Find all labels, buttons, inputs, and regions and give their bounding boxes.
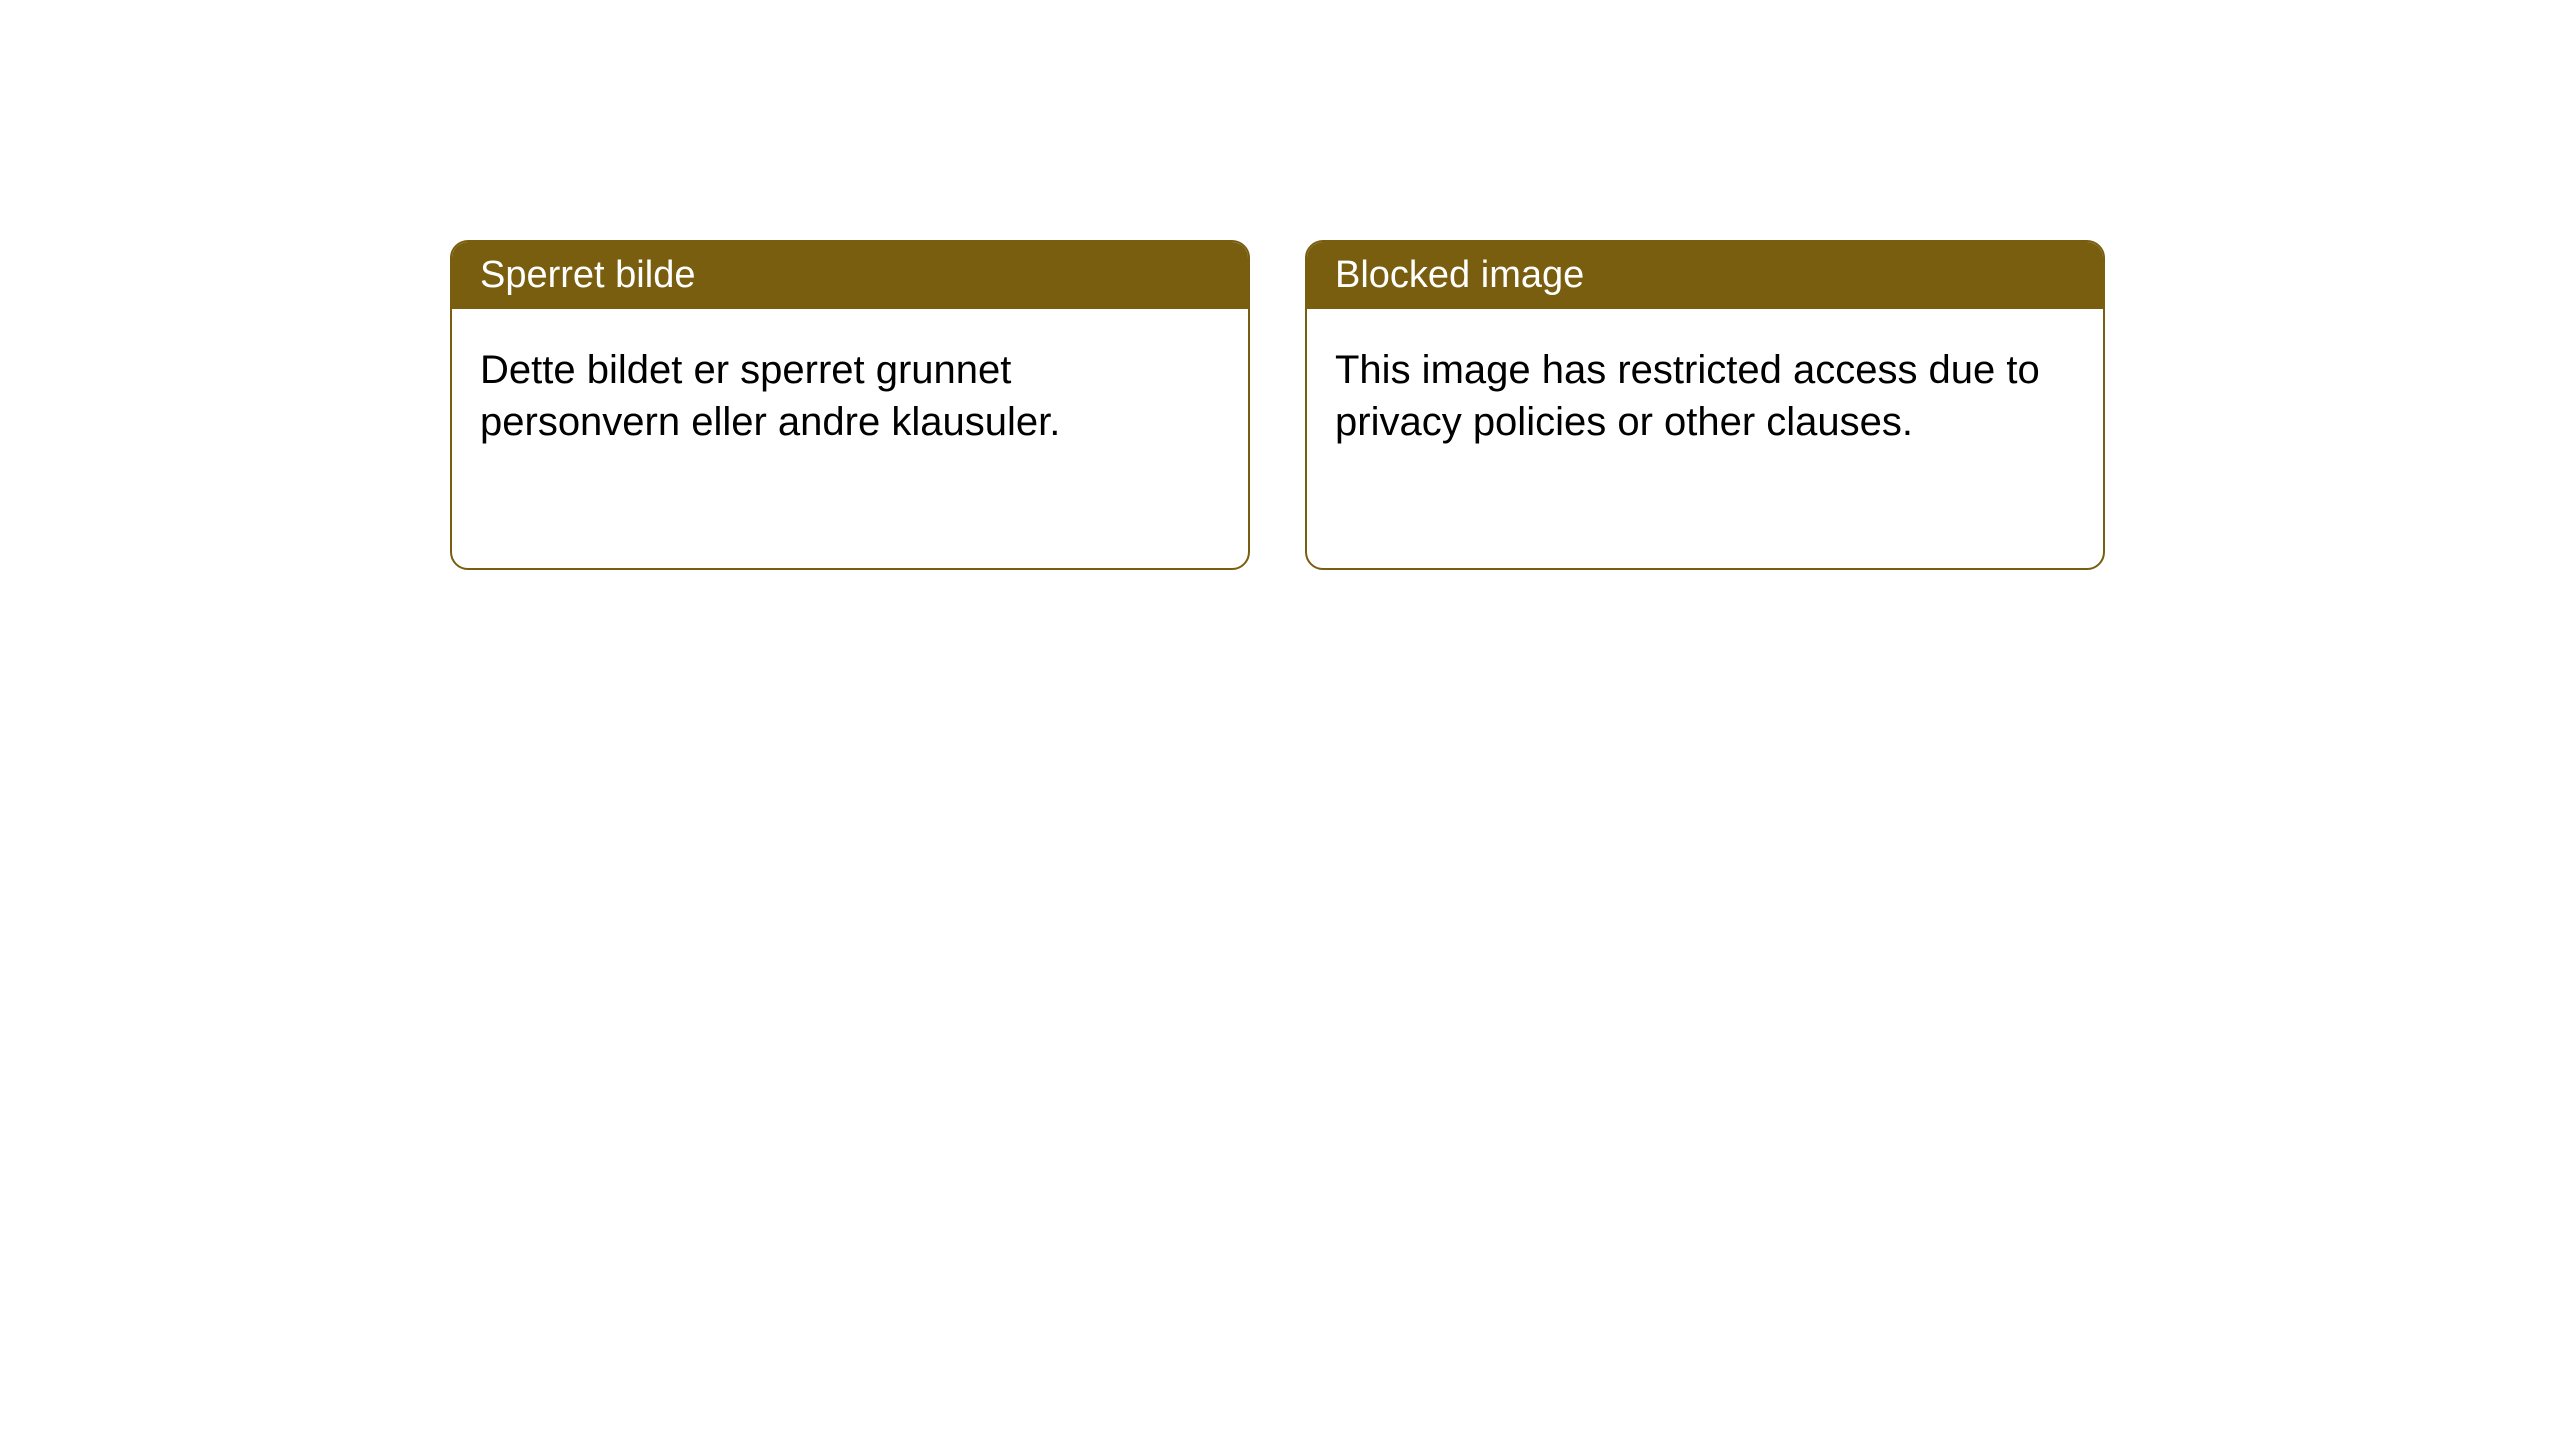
notice-body-text: This image has restricted access due to … <box>1335 348 2040 444</box>
notice-body-text: Dette bildet er sperret grunnet personve… <box>480 348 1060 444</box>
notice-card-english: Blocked image This image has restricted … <box>1305 240 2105 570</box>
notice-card-header: Blocked image <box>1307 242 2103 309</box>
notice-card-body: Dette bildet er sperret grunnet personve… <box>452 309 1248 483</box>
notice-card-norwegian: Sperret bilde Dette bildet er sperret gr… <box>450 240 1250 570</box>
notice-title: Sperret bilde <box>480 254 695 296</box>
notice-card-body: This image has restricted access due to … <box>1307 309 2103 483</box>
notice-card-header: Sperret bilde <box>452 242 1248 309</box>
notice-title: Blocked image <box>1335 254 1584 296</box>
notice-cards-container: Sperret bilde Dette bildet er sperret gr… <box>450 240 2105 570</box>
